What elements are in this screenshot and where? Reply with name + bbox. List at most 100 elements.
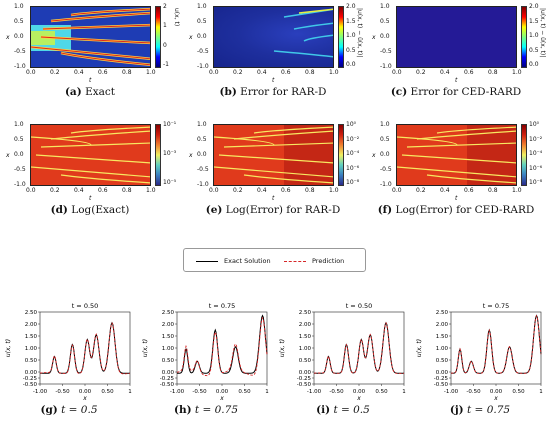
y-tick-label: -1.0 [14,63,26,70]
colorbar-tick-label: 10⁻⁸ [529,179,543,186]
heatmap-panel-c: 0.0 0.2 0.4 0.6 0.8 1.0 1.0 0.5 0.0 -0.5 -1.0 t x 2.0… [366,0,546,112]
y-tick-label: 2.00 [436,322,449,328]
heatmap-image [30,124,151,186]
heatmap-panel-d: 0.0 0.2 0.4 0.6 0.8 1.0 1.0 0.5 0.0 -0.5 -1.0 t x 10⁻… [0,118,180,230]
y-axis-label: x [189,152,193,159]
caption-text: t = 0.75 [194,404,238,416]
y-tick-label: 1.0 [380,121,390,128]
caption-tag: (c) [390,86,408,98]
x-tick-label: 0.50 [238,389,251,395]
colorbar-tick-label: 1 [163,22,167,30]
y-tick-label: -1.0 [197,181,209,188]
y-tick-label: 0.0 [14,33,24,40]
y-tick-label: 0.50 [162,358,175,364]
colorbar-tick-label: 0 [163,41,167,49]
caption-text: t = 0.5 [333,404,370,416]
colorbar-tick-label: 1.0 [529,32,539,39]
x-tick-label: 0.8 [305,187,315,194]
series-line-prediction [314,321,404,374]
y-tick-label: 1.0 [197,3,207,10]
series-line-exact [40,321,130,374]
figure-caption: (e) Log(Error) for RAR-D [183,204,363,216]
y-tick-label: 0.00 [299,370,312,376]
legend-exact-label: Exact Solution [224,257,271,265]
heatmap-image [213,6,334,68]
x-tick-label: 1 [402,389,406,395]
x-tick-label: 0.4 [74,187,84,194]
x-tick-label: 0.50 [512,389,525,395]
x-tick-label: 0.0 [392,187,402,194]
y-tick-label: -0.25 [160,376,175,382]
y-tick-label: 0.5 [380,18,390,25]
caption-tag: (j) [449,404,464,416]
legend: Exact Solution Prediction [183,248,366,272]
y-tick-label: 1.0 [14,121,24,128]
heatmap-field [31,125,150,185]
colorbar-label: |u(x, t) − û(x, t)| [539,8,546,58]
y-axis-label: u(x, t) [416,339,423,357]
colorbar [521,6,527,68]
series-line-prediction [39,322,131,375]
x-tick-label: 0.00 [79,389,92,395]
y-tick-label: 0.50 [299,358,312,364]
heatmap-image [396,6,517,68]
caption-tag: (a) [64,86,82,98]
legend-exact: Exact Solution [196,257,271,265]
heatmap-field [273,8,333,58]
colorbar-tick-label: 10⁻⁴ [346,150,360,157]
heatmap-image [396,124,517,186]
x-axis-label: t [89,195,92,202]
x-tick-label: 1.0 [329,69,339,76]
colorbar-tick-label: 10⁻⁶ [529,164,543,172]
heatmap-field [214,125,333,185]
x-axis-label: x [356,395,361,402]
colorbar-tick-label: 10⁻⁸ [346,179,360,186]
heatmap-field [397,7,517,68]
x-tick-label: 0.2 [233,187,243,194]
y-tick-label: -0.50 [23,382,38,388]
colorbar-tick-label: 10⁰ [346,121,357,128]
y-tick-label: 0.00 [162,370,175,376]
x-tick-label: 0.2 [50,187,60,194]
y-tick-label: 0.50 [25,358,38,364]
colorbar-tick-label: 1.5 [529,17,539,25]
x-tick-label: 0.6 [281,187,291,194]
y-tick-label: -0.5 [380,166,392,173]
colorbar-tick-label: 10⁻³ [163,150,177,157]
colorbar-tick-label: 10⁻² [346,135,360,143]
caption-tag: (h) [174,404,192,416]
caption-text: Log(Exact) [71,204,130,216]
x-tick-label: 0.0 [209,187,219,194]
y-axis-label: x [372,34,376,41]
y-tick-label: 1.00 [299,346,312,352]
x-tick-label: -1.00 [307,389,322,395]
x-tick-label: 0.4 [74,69,84,76]
heatmap-panel-a: 0.0 0.2 0.4 0.6 0.8 1.0 1.0 0.5 0.0 -0.5 -1.0 t x 2 1 0… [0,0,180,112]
caption-text: Exact [85,86,116,98]
lineplot-panel-3: t = 0.75 2.50 2.00 1.50 1.00 0.50 0.00 -0.25 -0.… [411,292,548,430]
colorbar-tick-label: 0.0 [346,61,356,68]
y-tick-label: -0.50 [434,382,449,388]
y-tick-label: 1.50 [299,334,312,340]
x-tick-label: 0.0 [26,187,36,194]
caption-text: Error for CED-RARD [410,86,522,98]
colorbar-tick-label: 10⁻¹ [163,121,177,128]
figure-caption: (c) Error for CED-RARD [366,86,546,98]
y-tick-label: 0.5 [197,18,207,25]
y-axis-label: x [6,152,10,159]
y-axis-label: u(x, t) [142,339,149,357]
x-axis-label: x [493,395,498,402]
colorbar [338,124,344,186]
x-tick-label: 1.0 [146,69,156,76]
colorbar-tick-label: 10⁻⁵ [163,179,177,186]
y-axis-label: x [6,34,10,41]
colorbar-tick-label: 10⁻⁴ [529,150,543,157]
colorbar-tick-label: 2 [163,3,167,10]
caption-tag: (f) [377,204,393,216]
colorbar [338,6,344,68]
y-tick-label: 0.0 [380,151,390,158]
y-tick-label: -0.25 [23,376,38,382]
x-tick-label: 0.8 [122,69,132,76]
plot-frame [450,311,542,385]
x-tick-label: 1.0 [329,187,339,194]
